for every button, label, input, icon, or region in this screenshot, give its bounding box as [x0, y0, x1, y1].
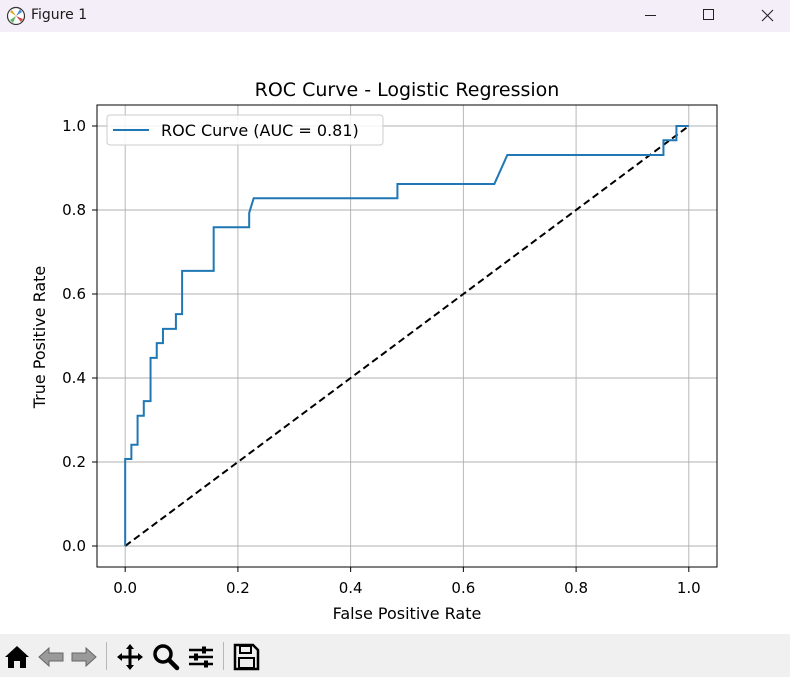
maximize-icon	[703, 9, 714, 20]
window-title: Figure 1	[31, 7, 88, 23]
series-lines	[124, 125, 690, 547]
navigation-toolbar	[0, 634, 790, 677]
close-button[interactable]	[738, 0, 790, 32]
home-button[interactable]	[2, 642, 32, 672]
y-axis-ticks: 0.0 0.2 0.4 0.6 0.8 1.0	[62, 117, 97, 555]
pan-move-icon	[117, 644, 143, 670]
x-tick-label: 0.6	[451, 579, 475, 597]
minimize-button[interactable]	[622, 0, 680, 32]
back-button[interactable]	[36, 642, 66, 672]
y-tick-label: 0.6	[62, 285, 86, 303]
y-tick-label: 0.2	[62, 453, 86, 471]
y-tick-label: 1.0	[62, 117, 86, 135]
y-tick-label: 0.4	[62, 369, 86, 387]
maximize-button[interactable]	[680, 0, 738, 32]
forward-button[interactable]	[69, 642, 99, 672]
y-tick-label: 0.8	[62, 201, 86, 219]
toolbar-separator	[223, 642, 224, 670]
x-tick-label: 0.2	[226, 579, 250, 597]
minimize-icon	[645, 15, 656, 16]
chart-title: ROC Curve - Logistic Regression	[255, 79, 560, 101]
x-tick-label: 0.8	[564, 579, 588, 597]
zoom-magnifier-icon	[153, 644, 180, 671]
x-axis-label: False Positive Rate	[333, 604, 482, 623]
figure-canvas[interactable]: 0.0 0.2 0.4 0.6 0.8 1.0 0.0 0.2 0.4 0.6 0.8 1.0 RO…	[0, 32, 790, 634]
legend: ROC Curve (AUC = 0.81)	[106, 114, 384, 146]
plot-frame	[96, 104, 718, 568]
x-tick-label: 0.0	[113, 579, 137, 597]
legend-label: ROC Curve (AUC = 0.81)	[161, 121, 359, 140]
toolbar-separator	[106, 642, 107, 670]
pan-button[interactable]	[115, 642, 145, 672]
configure-subplots-icon	[189, 646, 213, 668]
home-icon	[5, 646, 29, 668]
close-icon	[761, 9, 774, 22]
legend-box	[106, 114, 384, 146]
x-axis-ticks: 0.0 0.2 0.4 0.6 0.8 1.0	[113, 567, 701, 597]
y-axis-label: True Positive Rate	[30, 266, 49, 410]
back-arrow-icon	[38, 646, 64, 668]
save-floppy-icon	[233, 643, 260, 671]
matplotlib-icon	[6, 6, 26, 26]
grid-lines	[97, 105, 717, 567]
configure-subplots-button[interactable]	[186, 642, 216, 672]
window-titlebar: Figure 1	[0, 0, 790, 32]
x-tick-label: 1.0	[677, 579, 701, 597]
save-button[interactable]	[231, 642, 261, 672]
forward-arrow-icon	[71, 646, 97, 668]
y-tick-label: 0.0	[62, 537, 86, 555]
random-baseline-line	[124, 125, 690, 547]
x-tick-label: 0.4	[339, 579, 363, 597]
roc-curve-line	[124, 125, 689, 546]
zoom-button[interactable]	[151, 642, 181, 672]
roc-chart: 0.0 0.2 0.4 0.6 0.8 1.0 0.0 0.2 0.4 0.6 0.8 1.0 RO…	[30, 79, 718, 623]
